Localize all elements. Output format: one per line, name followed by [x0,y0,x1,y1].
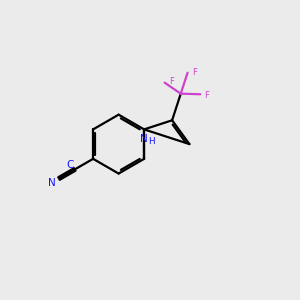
Text: N: N [48,178,56,188]
Text: C: C [67,160,74,170]
Text: F: F [169,77,173,86]
Text: F: F [193,68,197,77]
Text: H: H [148,137,155,146]
Text: F: F [204,91,209,100]
Text: N: N [140,134,148,144]
